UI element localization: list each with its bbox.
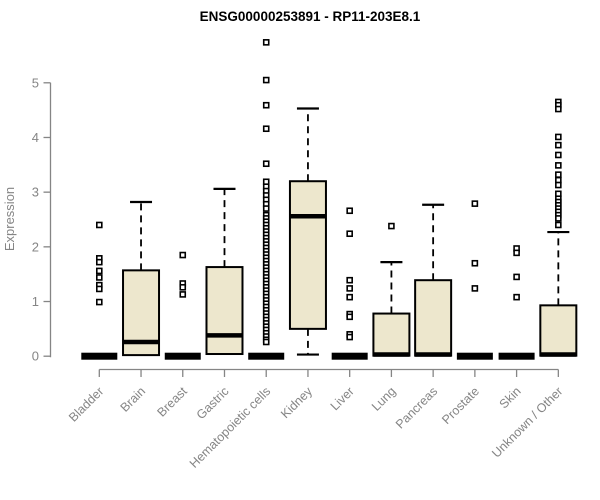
box-group-pancreas <box>414 203 453 357</box>
outlier-point <box>262 76 270 84</box>
outlier-point <box>346 313 353 321</box>
outlier-point <box>346 333 353 341</box>
box-series <box>81 39 578 360</box>
outlier-point <box>262 160 270 168</box>
y-tick-label: 2 <box>32 239 39 254</box>
box-group-breast <box>164 251 201 360</box>
iqr-box <box>414 279 453 357</box>
y-tick-label: 0 <box>32 349 39 364</box>
outlier-point <box>262 205 270 212</box>
x-tick-label: Prostate <box>439 384 482 427</box>
outlier-point <box>555 171 562 178</box>
collapsed-box <box>248 352 285 360</box>
x-tick-label: Gastric <box>194 384 232 422</box>
y-tick-label: 5 <box>32 75 39 90</box>
box-group-kidney <box>288 107 327 356</box>
outlier-point <box>179 291 187 298</box>
collapsed-box <box>456 352 493 360</box>
box-group-brain <box>122 200 161 357</box>
outlier-point <box>555 105 562 113</box>
x-tick-label: Brain <box>118 384 149 415</box>
box-group-liver <box>331 207 368 360</box>
chart-title: ENSG00000253891 - RP11-203E8.1 <box>200 9 421 24</box>
y-tick-label: 1 <box>32 294 39 309</box>
outlier-point <box>513 249 520 257</box>
outlier-point <box>555 215 562 222</box>
outlier-point <box>346 293 353 301</box>
x-tick-label: Pancreas <box>393 384 440 431</box>
y-tick-label: 3 <box>32 185 39 200</box>
outlier-point <box>513 273 520 281</box>
outlier-point <box>179 251 187 259</box>
outlier-point <box>555 181 562 189</box>
outlier-point <box>96 285 103 293</box>
outlier-point <box>346 230 353 238</box>
iqr-box <box>372 312 411 357</box>
outlier-point <box>96 267 103 275</box>
x-tick-label: Lung <box>369 384 399 414</box>
iqr-box <box>205 266 244 356</box>
x-tick-label: Unknown / Other <box>489 384 565 460</box>
collapsed-box <box>498 352 535 360</box>
outlier-point <box>346 276 353 284</box>
outlier-point <box>513 293 520 301</box>
box-group-unknown-other <box>539 98 578 357</box>
y-axis-title: Expression <box>2 187 17 251</box>
outlier-point <box>555 141 562 149</box>
box-group-lung <box>372 222 411 357</box>
outlier-point <box>262 39 270 46</box>
outlier-point <box>96 258 103 266</box>
iqr-box <box>288 180 327 330</box>
outlier-point <box>262 101 270 109</box>
outlier-point <box>555 133 562 141</box>
collapsed-box <box>81 352 118 360</box>
outlier-point <box>555 151 562 159</box>
box-group-prostate <box>456 200 493 360</box>
outlier-point <box>471 200 479 207</box>
box-group-bladder <box>81 221 118 360</box>
x-tick-label: Liver <box>328 384 357 413</box>
outlier-point <box>555 162 562 169</box>
iqr-box <box>539 304 578 357</box>
x-tick-label: Skin <box>497 384 524 411</box>
box-group-hematopoietic-cells <box>248 39 285 360</box>
outlier-point <box>388 222 395 230</box>
outlier-point <box>96 221 103 229</box>
x-tick-label: Bladder <box>66 384 106 424</box>
outlier-point <box>346 207 353 215</box>
x-tick-label: Hematopoietic cells <box>187 384 274 471</box>
x-tick-label: Breast <box>154 384 190 420</box>
outlier-point <box>262 125 270 133</box>
outlier-point <box>96 274 103 281</box>
box-group-gastric <box>205 187 244 356</box>
y-tick-label: 4 <box>32 130 39 145</box>
x-tick-label: Kidney <box>278 384 315 421</box>
outlier-point <box>471 259 479 267</box>
outlier-point <box>262 338 270 346</box>
box-group-skin <box>498 245 535 360</box>
outlier-point <box>96 298 103 306</box>
collapsed-box <box>331 352 368 360</box>
outlier-point <box>471 285 479 292</box>
outlier-point <box>346 285 353 292</box>
collapsed-box <box>164 352 201 360</box>
outlier-point <box>179 284 187 291</box>
outlier-point <box>555 221 562 229</box>
